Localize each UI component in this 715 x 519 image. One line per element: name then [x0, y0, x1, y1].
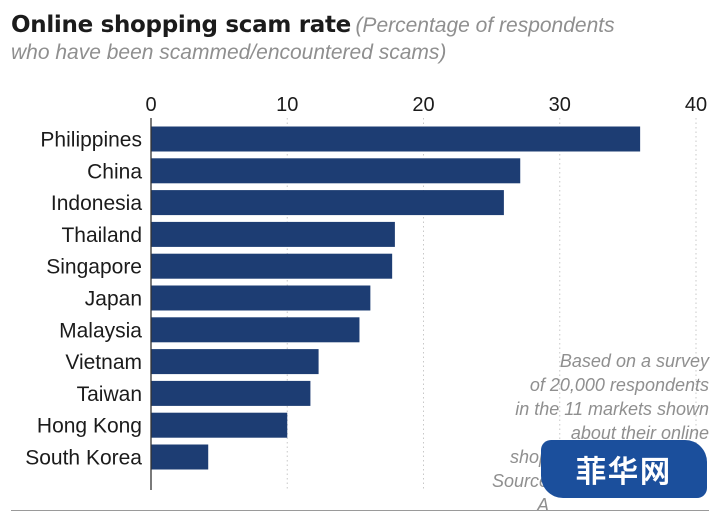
category-label: Singapore: [46, 256, 142, 279]
chart-subtitle-line-1: (Percentage of respondents: [355, 14, 615, 37]
x-tick-label: 0: [145, 94, 156, 116]
bar: [151, 349, 319, 375]
chart-title: Online shopping scam rate: [11, 12, 351, 38]
bottom-divider: [11, 510, 709, 511]
category-label: Vietnam: [65, 351, 142, 374]
category-label: China: [87, 160, 142, 183]
category-label: Philippines: [40, 129, 142, 152]
bar: [151, 412, 288, 438]
category-label: Thailand: [61, 224, 142, 247]
bar: [151, 444, 209, 470]
x-tick-label: 10: [276, 94, 298, 116]
survey-note-line: in the 11 markets shown: [515, 399, 709, 419]
category-label: Indonesia: [51, 192, 142, 215]
watermark-logo: 菲华网: [541, 440, 707, 498]
survey-note-line: Source: [491, 471, 549, 491]
x-tick-label: 30: [549, 94, 571, 116]
x-tick-label: 20: [412, 94, 434, 116]
category-label: Taiwan: [77, 383, 142, 406]
watermark-text: 菲华网: [576, 455, 672, 490]
bar: [151, 158, 521, 184]
bar: [151, 221, 395, 247]
survey-note-line: of 20,000 respondents: [529, 375, 709, 395]
bar: [151, 380, 311, 406]
chart-subtitle-line-2: who have been scammed/encountered scams): [11, 41, 447, 64]
bar: [151, 253, 393, 279]
category-label: Japan: [85, 288, 142, 311]
survey-note-line: about their online: [570, 423, 709, 443]
survey-note-line: Based on a survey: [559, 351, 709, 371]
bar: [151, 190, 504, 216]
survey-note-line: shop: [509, 447, 549, 467]
bar: [151, 126, 641, 152]
category-label: Hong Kong: [37, 415, 142, 438]
bar: [151, 317, 360, 343]
survey-note: Based on a survey of 20,000 respondents …: [469, 349, 709, 517]
category-label: Malaysia: [59, 319, 142, 342]
category-label: South Korea: [25, 447, 142, 470]
x-tick-label: 40: [685, 94, 707, 116]
bar: [151, 285, 371, 311]
chart-title-block: Online shopping scam rate (Percentage of…: [11, 12, 701, 66]
